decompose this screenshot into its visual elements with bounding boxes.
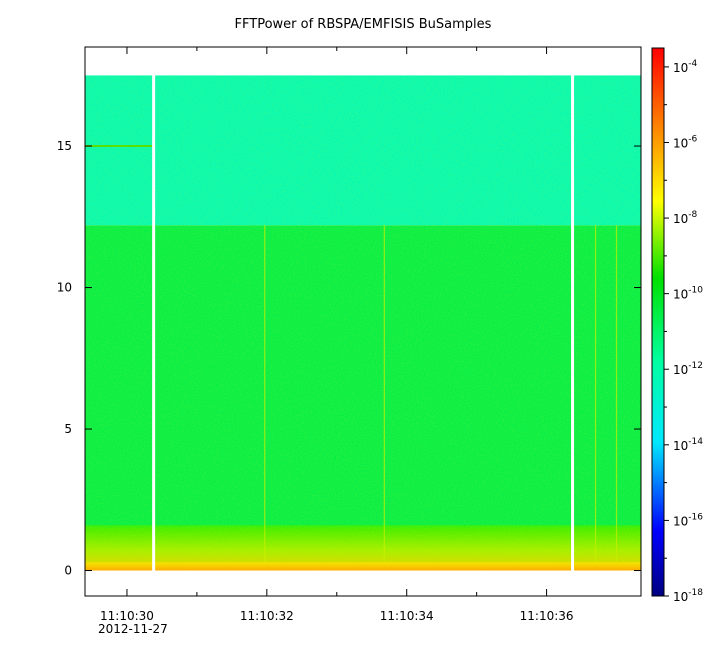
no-data-region xyxy=(85,47,641,76)
plot-area xyxy=(85,75,641,571)
x-tick-label: 11:10:36 xyxy=(520,609,574,623)
colorbar xyxy=(652,48,664,596)
colorbar-tick-label: 10-12 xyxy=(673,361,703,377)
data-gap xyxy=(571,48,575,595)
no-data-region xyxy=(85,570,641,596)
data-gap xyxy=(152,48,156,595)
x-tick-label: 11:10:30 xyxy=(100,609,154,623)
colorbar-frame xyxy=(651,47,665,597)
noise-texture xyxy=(85,75,641,571)
colorbar-tick-label: 10-18 xyxy=(673,588,703,604)
colorbar-tick-label: 10-14 xyxy=(673,437,703,453)
plot-frame xyxy=(84,46,642,597)
x-tick-label: 11:10:34 xyxy=(380,609,434,623)
colorbar-tick-label: 10-8 xyxy=(673,210,698,226)
x-date-label: 2012-11-27 xyxy=(98,622,168,636)
data-gaps xyxy=(85,47,641,596)
y-tick-label: 0 xyxy=(64,564,72,578)
colorbar-tick-label: 10-16 xyxy=(673,512,703,528)
colorbar-tick-label: 10-10 xyxy=(673,286,703,302)
chart-title: FFTPower of RBSPA/EMFISIS BuSamples xyxy=(234,17,492,32)
colorbar-tick-label: 10-6 xyxy=(673,134,698,150)
colorbar-axis: 10-4 10-6 10-8 10-10 10-12 10-14 10-16 10-18 xyxy=(664,59,703,604)
colorbar-tick-label: 10-4 xyxy=(673,59,698,75)
y-tick-label: 15 xyxy=(57,139,72,153)
x-tick-label: 11:10:32 xyxy=(240,609,294,623)
y-tick-label: 10 xyxy=(57,281,72,295)
x-axis: 11:10:30 11:10:32 11:10:34 11:10:36 xyxy=(100,47,574,623)
y-axis: 0 5 10 15 xyxy=(57,139,641,578)
y-tick-label: 5 xyxy=(64,422,72,436)
